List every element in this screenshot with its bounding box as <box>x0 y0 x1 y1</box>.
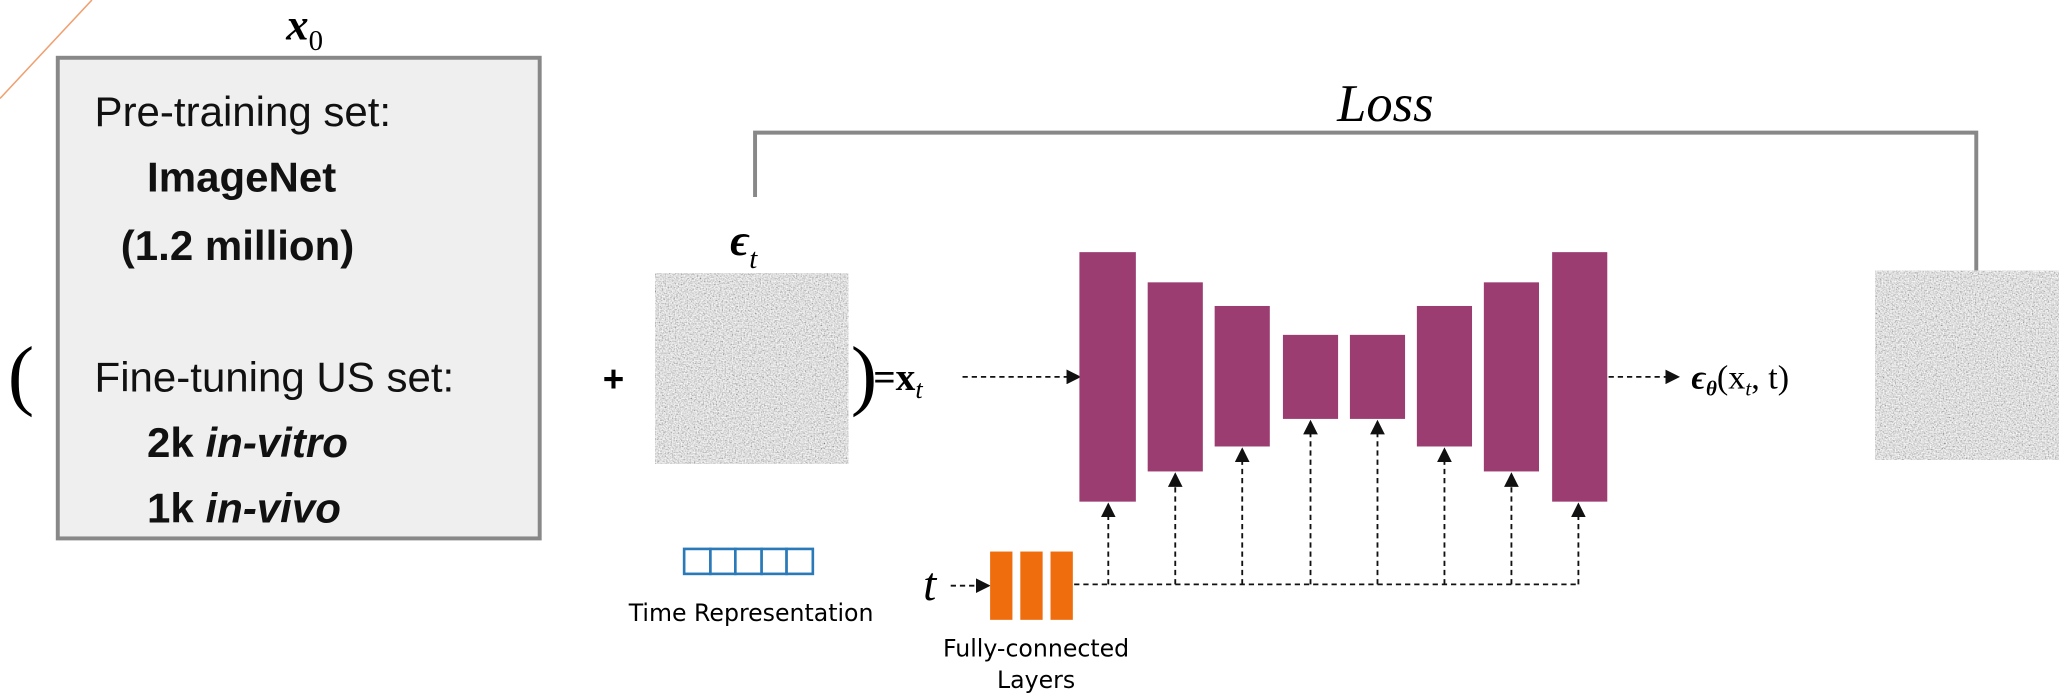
box-text: 1k in-vivo <box>147 485 341 532</box>
time-symbol: t <box>923 559 938 611</box>
unet-block <box>1283 335 1338 419</box>
box-text: (1.2 million) <box>121 222 354 269</box>
fc-label: Fully-connected <box>943 635 1129 663</box>
unet-block <box>1148 282 1203 471</box>
box-text: 2k in-vitro <box>147 419 348 466</box>
fc-label: Layers <box>997 666 1075 694</box>
output-noise-image <box>1875 271 2059 460</box>
unet-block <box>1484 282 1539 471</box>
unet-block <box>1215 306 1270 447</box>
unet-block <box>1552 252 1607 502</box>
loss-label: Loss <box>1336 75 1433 133</box>
noise-label: ϵt <box>730 215 758 275</box>
noise-image <box>655 273 848 463</box>
time-vector <box>684 549 813 574</box>
unet-block <box>1417 306 1472 447</box>
input-label: x0 <box>285 0 323 57</box>
output-label: ϵθ(xt, t) <box>1691 360 1789 401</box>
noisy-input: =xt <box>873 355 923 404</box>
loss-bracket <box>755 133 1976 271</box>
time-representation: Time Representation <box>628 599 874 627</box>
paren: ( <box>8 332 34 419</box>
box-text: Pre-training set: <box>95 88 392 135</box>
diagram: x0 Pre-training set: ImageNet (1.2 milli… <box>0 0 2059 696</box>
fc-layers <box>990 552 1073 620</box>
unet-block <box>1350 335 1405 419</box>
box-text: Fine-tuning US set: <box>95 353 455 400</box>
unet <box>1079 252 1607 502</box>
unet-block <box>1079 252 1135 502</box>
box-text: ImageNet <box>147 154 336 201</box>
plus: + <box>603 358 624 399</box>
